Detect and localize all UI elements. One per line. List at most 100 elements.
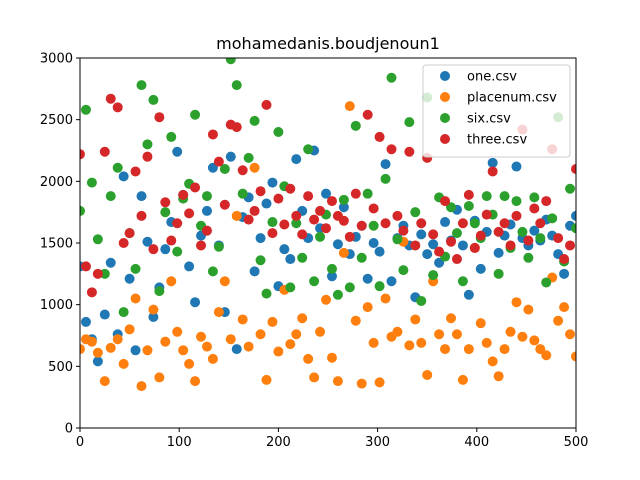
data-point [338, 215, 349, 226]
data-point [463, 201, 474, 211]
data-point [291, 210, 302, 221]
data-point [267, 316, 278, 327]
data-point [201, 191, 212, 202]
x-axis: 0 100 200 300 400 500 [76, 428, 589, 450]
data-point [142, 139, 153, 150]
data-point [321, 188, 332, 199]
data-point [207, 266, 218, 277]
data-point [184, 358, 195, 369]
data-point [279, 244, 290, 255]
data-point [136, 210, 147, 221]
data-point [279, 219, 290, 230]
data-point [410, 207, 421, 218]
data-point [529, 335, 540, 346]
data-point [517, 226, 528, 237]
data-point [148, 312, 159, 322]
data-point [386, 72, 397, 83]
data-point [422, 249, 433, 260]
data-point [166, 276, 177, 287]
data-point [422, 369, 433, 380]
data-point [338, 194, 349, 205]
data-point [368, 337, 379, 348]
data-point [481, 191, 492, 202]
data-point [190, 182, 201, 193]
chart-title: mohamedanis.boudjenoun1 [216, 34, 440, 53]
data-point [398, 265, 409, 276]
data-point [92, 347, 103, 358]
data-point [213, 307, 224, 318]
data-point [255, 233, 266, 244]
data-point [86, 287, 97, 298]
data-point [148, 304, 159, 315]
data-point [225, 58, 236, 65]
data-point [404, 146, 415, 157]
data-point [273, 127, 284, 137]
data-point [190, 297, 201, 308]
data-point [404, 340, 415, 351]
data-point [213, 241, 224, 252]
data-point [481, 209, 492, 220]
data-point [285, 183, 296, 194]
data-point [350, 120, 361, 131]
data-point [136, 191, 147, 202]
data-point [178, 189, 189, 200]
data-point [475, 263, 486, 274]
x-tick-label: 500 [564, 435, 589, 450]
data-point [99, 146, 110, 157]
data-point [440, 217, 451, 228]
data-point [99, 376, 110, 387]
data-point [434, 329, 445, 340]
data-point [457, 240, 468, 251]
data-point [475, 318, 486, 329]
data-point [511, 196, 522, 207]
data-point [130, 263, 141, 274]
data-point [213, 156, 224, 167]
data-point [386, 276, 397, 287]
data-point [332, 376, 343, 387]
data-point [487, 166, 498, 177]
data-point [172, 326, 183, 337]
data-point [315, 205, 326, 216]
data-point [86, 336, 97, 347]
data-point [368, 220, 379, 231]
data-point [130, 345, 141, 356]
data-point [463, 344, 474, 355]
data-point [565, 240, 576, 251]
y-axis: 0 500 1000 1500 2000 2500 3000 [40, 52, 80, 437]
data-point [112, 334, 123, 345]
data-point [428, 270, 439, 281]
data-point [398, 225, 409, 236]
data-point [160, 336, 171, 347]
data-point [553, 315, 564, 326]
data-point [523, 252, 534, 263]
data-point [154, 286, 165, 297]
data-point [201, 341, 212, 352]
data-point [154, 372, 165, 383]
data-point [285, 254, 296, 265]
data-point [571, 351, 576, 362]
data-point [446, 313, 457, 324]
data-point [196, 331, 207, 342]
data-point [511, 297, 522, 308]
x-tick-label: 100 [167, 435, 192, 450]
data-point [80, 149, 85, 160]
data-point [190, 109, 201, 120]
data-point [565, 183, 576, 194]
data-point [529, 225, 540, 236]
data-point [166, 235, 177, 246]
legend-marker [440, 113, 450, 123]
data-point [356, 378, 367, 389]
legend-label: three.csv [467, 133, 527, 148]
data-point [172, 146, 183, 157]
data-point [99, 309, 110, 320]
data-point [321, 223, 332, 234]
data-point [285, 339, 296, 350]
legend-marker [440, 92, 450, 102]
data-point [261, 288, 272, 299]
data-point [523, 304, 534, 315]
data-point [207, 129, 218, 140]
data-point [249, 115, 260, 126]
data-point [338, 247, 349, 258]
data-point [410, 314, 421, 325]
data-point [142, 151, 153, 162]
